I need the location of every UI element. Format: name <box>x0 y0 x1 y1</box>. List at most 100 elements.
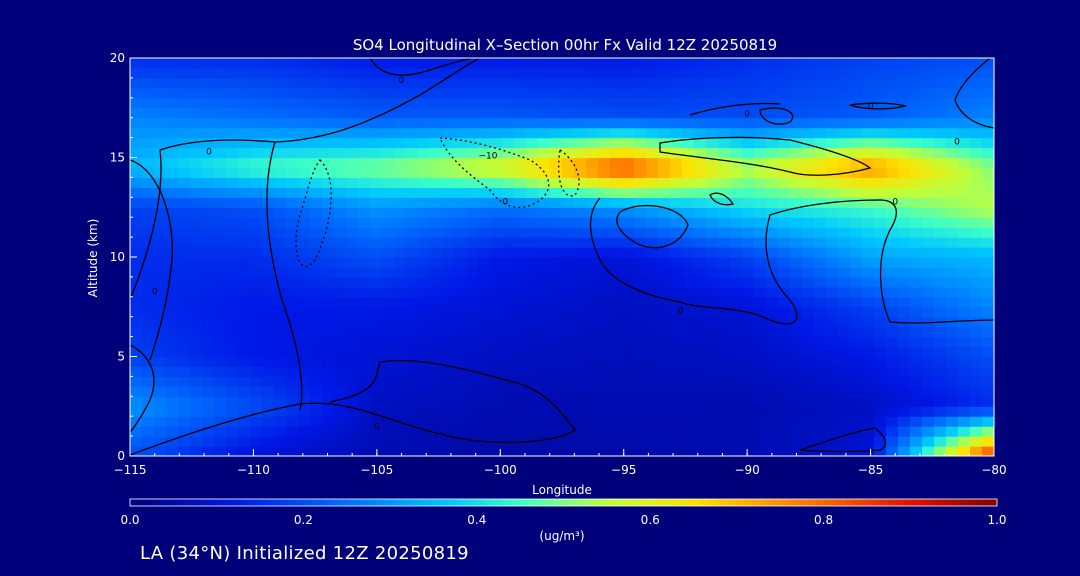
heatmap-cell <box>790 266 803 278</box>
heatmap-cell <box>238 58 251 69</box>
heatmap-cell <box>910 257 923 268</box>
heatmap-cell <box>598 296 611 308</box>
heatmap-cell <box>214 237 227 248</box>
heatmap-cell <box>838 386 851 397</box>
heatmap-cell <box>370 426 383 437</box>
heatmap-cell <box>958 386 971 397</box>
heatmap-cell <box>370 247 383 258</box>
heatmap-cell <box>226 396 239 407</box>
colorbar-cell <box>527 499 536 506</box>
heatmap-cell <box>418 276 431 288</box>
colorbar-cell <box>397 499 406 506</box>
heatmap-cell <box>934 217 947 228</box>
heatmap-cell <box>466 396 479 407</box>
heatmap-cell <box>850 127 863 139</box>
heatmap-cell <box>142 296 155 308</box>
colorbar-cell <box>151 499 160 506</box>
heatmap-cell <box>922 356 935 368</box>
heatmap-cell <box>718 107 731 119</box>
heatmap-cell <box>754 366 767 377</box>
heatmap-cell <box>550 147 563 159</box>
heatmap-cell <box>202 416 215 427</box>
heatmap-cell <box>226 97 239 109</box>
colorbar-cell <box>621 499 630 506</box>
heatmap-cell <box>910 316 923 328</box>
heatmap-cell <box>622 276 635 288</box>
heatmap-cell <box>826 436 839 447</box>
heatmap-cell <box>130 197 143 208</box>
heatmap-cell <box>550 247 563 258</box>
heatmap-cell <box>490 177 503 188</box>
heatmap-cell <box>442 137 455 149</box>
heatmap-cell <box>358 107 371 119</box>
heatmap-cell <box>946 227 959 238</box>
heatmap-cell <box>298 167 311 178</box>
heatmap-cell <box>310 67 323 79</box>
heatmap-cell <box>982 426 994 437</box>
heatmap-cell <box>238 217 251 228</box>
heatmap-cell <box>886 127 899 139</box>
heatmap-cell <box>226 247 239 258</box>
heatmap-cell <box>946 326 959 338</box>
heatmap-cell <box>310 386 323 397</box>
heatmap-cell <box>514 167 527 178</box>
heatmap-cell <box>826 227 839 238</box>
heatmap-cell <box>982 306 994 318</box>
heatmap-cell <box>970 406 983 417</box>
heatmap-cell <box>682 167 695 178</box>
heatmap-cell <box>358 87 371 99</box>
heatmap-cell <box>538 336 551 348</box>
heatmap-cell <box>682 67 695 79</box>
heatmap-cell <box>142 276 155 288</box>
heatmap-cell <box>982 286 994 298</box>
heatmap-cell <box>766 127 779 139</box>
heatmap-cell <box>778 426 791 437</box>
heatmap-cell <box>514 346 527 358</box>
colorbar-cell <box>838 499 846 506</box>
heatmap-cell <box>130 147 143 159</box>
heatmap-cell <box>610 276 623 288</box>
heatmap-cell <box>790 147 803 159</box>
colorbar-cell <box>939 499 948 506</box>
heatmap-cell <box>646 386 659 397</box>
heatmap-cell <box>862 316 875 328</box>
heatmap-cell <box>574 187 587 198</box>
heatmap-cell <box>226 137 239 149</box>
heatmap-cell <box>634 207 647 218</box>
heatmap-cell <box>442 147 455 159</box>
heatmap-cell <box>634 197 647 208</box>
heatmap-cell <box>982 77 994 89</box>
heatmap-cell <box>838 187 851 198</box>
contour-line <box>130 344 155 433</box>
heatmap-cell <box>538 197 551 208</box>
heatmap-cell <box>490 77 503 89</box>
heatmap-cell <box>646 117 659 129</box>
heatmap-cell <box>394 167 407 178</box>
heatmap-cell <box>370 286 383 298</box>
heatmap-cell <box>646 67 659 79</box>
heatmap-cell <box>334 177 347 188</box>
heatmap-cell <box>778 127 791 139</box>
heatmap-cell <box>778 286 791 298</box>
heatmap-cell <box>286 336 299 348</box>
heatmap-cell <box>394 336 407 348</box>
heatmap-cell <box>418 237 431 248</box>
heatmap-cell <box>370 147 383 159</box>
heatmap-cell <box>742 247 755 258</box>
heatmap-cell <box>286 67 299 79</box>
heatmap-cell <box>286 416 299 427</box>
heatmap-cell <box>790 426 803 437</box>
heatmap-cell <box>694 107 707 119</box>
heatmap-cell <box>238 237 251 248</box>
heatmap-cell <box>550 426 563 437</box>
heatmap-cell <box>862 87 875 99</box>
heatmap-cell <box>862 237 875 248</box>
heatmap-cell <box>382 356 395 368</box>
heatmap-cell <box>898 127 911 139</box>
colorbar-cell <box>455 499 463 506</box>
heatmap-cell <box>130 366 143 377</box>
heatmap-cell <box>898 58 911 69</box>
heatmap-cell <box>370 207 383 218</box>
heatmap-cell <box>382 276 395 288</box>
heatmap-cell <box>622 77 635 89</box>
